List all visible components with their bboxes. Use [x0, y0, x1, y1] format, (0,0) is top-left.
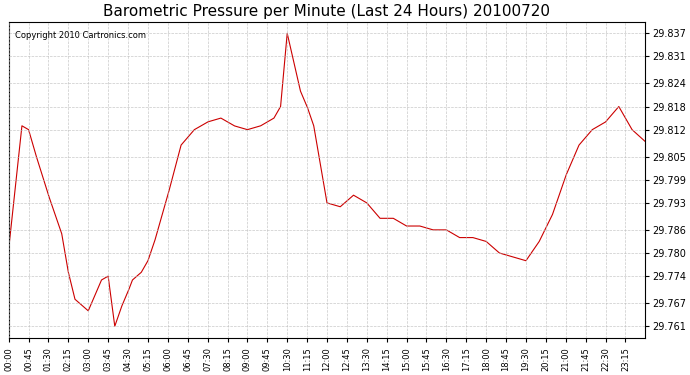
Title: Barometric Pressure per Minute (Last 24 Hours) 20100720: Barometric Pressure per Minute (Last 24 … [104, 4, 551, 19]
Text: Copyright 2010 Cartronics.com: Copyright 2010 Cartronics.com [15, 31, 146, 40]
